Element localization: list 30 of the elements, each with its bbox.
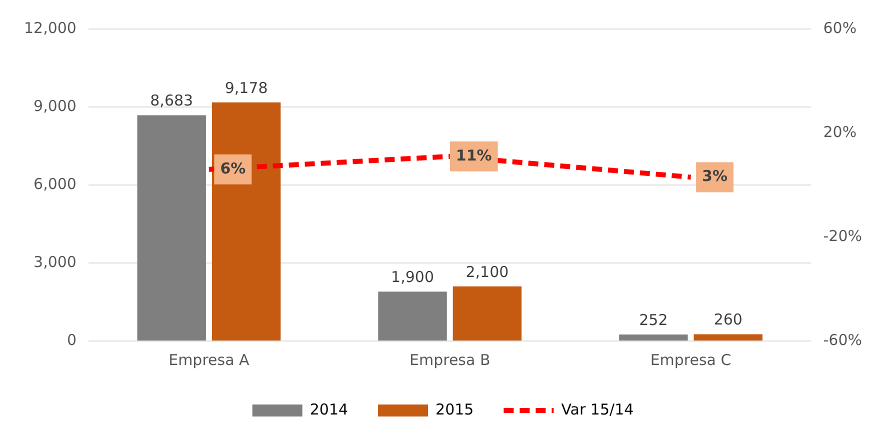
legend-label: 2014: [310, 400, 348, 418]
data-label: 2,100: [466, 262, 509, 281]
x-tick-label: Empresa C: [650, 350, 732, 369]
y-tick-label: 0: [66, 330, 76, 349]
y2-tick-label: -20%: [823, 226, 862, 245]
y-tick-label: 3,000: [34, 252, 76, 271]
bar: [619, 334, 688, 340]
x-tick-label: Empresa B: [409, 350, 490, 369]
bar: [137, 115, 206, 340]
data-label: 252: [639, 310, 668, 329]
bar: [452, 286, 522, 340]
y2-tick-label: 20%: [823, 122, 857, 141]
legend-label: 2015: [436, 400, 474, 418]
bar: [694, 334, 762, 340]
legend-label: Var 15/14: [561, 400, 634, 418]
data-label: 6%: [220, 159, 246, 178]
data-label: 1,900: [391, 268, 434, 286]
data-label: 9,178: [224, 78, 268, 97]
y-tick-label: 12,000: [24, 18, 76, 37]
bar: [378, 292, 447, 340]
data-label: 260: [714, 310, 742, 329]
data-label: 8,683: [150, 92, 194, 110]
y-tick-label: 6,000: [34, 174, 76, 193]
y2-tick-label: 60%: [823, 18, 857, 37]
x-tick-label: Empresa A: [168, 350, 250, 369]
data-label: 11%: [456, 146, 492, 164]
bar: [212, 102, 281, 340]
data-label: 3%: [702, 167, 728, 186]
y2-tick-label: -60%: [823, 330, 862, 349]
y-tick-label: 9,000: [34, 96, 76, 115]
